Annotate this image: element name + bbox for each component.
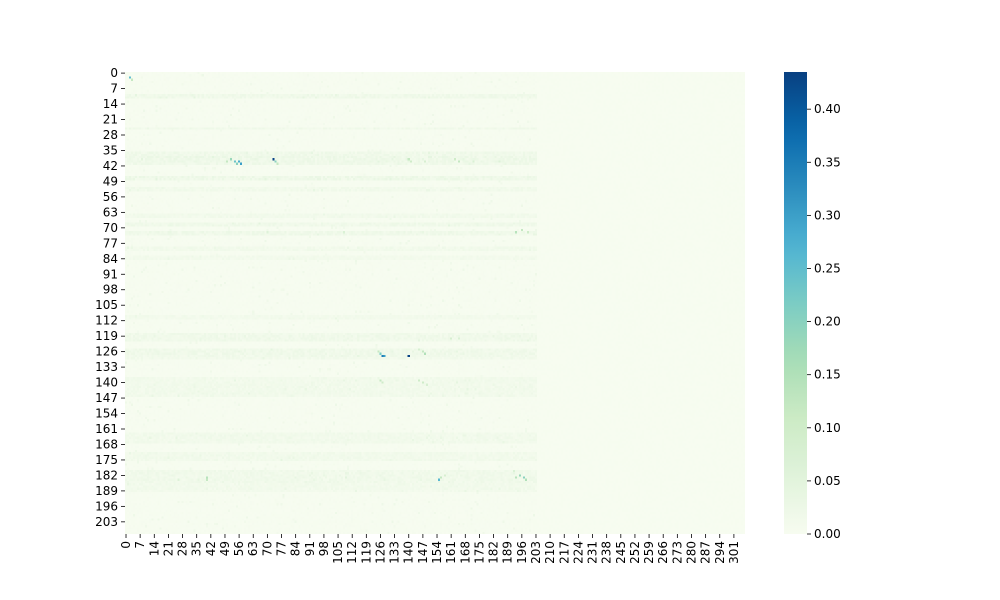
x-tick-label: 105 xyxy=(331,541,345,564)
y-tick-label: 182 xyxy=(95,468,118,482)
x-tick-label: 133 xyxy=(388,541,402,564)
y-tick-label: 203 xyxy=(95,515,118,529)
x-tick-label: 189 xyxy=(501,541,515,564)
y-tick-label: 147 xyxy=(95,391,118,405)
y-tick-label: 42 xyxy=(103,159,118,173)
y-tick-label: 28 xyxy=(103,128,118,142)
y-tick-label: 77 xyxy=(103,236,118,250)
y-tick-label: 112 xyxy=(95,314,118,328)
x-tick-label: 161 xyxy=(444,541,458,564)
y-tick-label: 56 xyxy=(103,190,118,204)
x-tick-label: 140 xyxy=(402,541,416,564)
y-tick-label: 35 xyxy=(103,143,118,157)
y-tick-label: 49 xyxy=(103,174,118,188)
y-tick-label: 161 xyxy=(95,422,118,436)
colorbar-tick-label: 0.30 xyxy=(814,208,841,222)
x-tick-label: 224 xyxy=(571,541,585,564)
x-tick-label: 301 xyxy=(727,541,741,564)
y-tick-label: 119 xyxy=(95,329,118,343)
x-tick-label: 231 xyxy=(586,541,600,564)
y-tick-label: 91 xyxy=(103,267,118,281)
x-tick-label: 112 xyxy=(345,541,359,564)
colorbar-tick-label: 0.00 xyxy=(814,527,841,541)
x-tick-label: 14 xyxy=(147,541,161,556)
x-tick-label: 98 xyxy=(317,541,331,556)
x-tick-label: 238 xyxy=(600,541,614,564)
x-tick-label: 273 xyxy=(670,541,684,564)
x-tick-label: 259 xyxy=(642,541,656,564)
y-tick-label: 168 xyxy=(95,437,118,451)
y-tick-label: 70 xyxy=(103,221,118,235)
colorbar-tick-label: 0.40 xyxy=(814,102,841,116)
y-tick-label: 105 xyxy=(95,298,118,312)
x-tick-label: 154 xyxy=(430,541,444,564)
x-tick-label: 7 xyxy=(133,541,147,549)
y-tick-label: 84 xyxy=(103,252,118,266)
heatmap-cells xyxy=(125,72,745,534)
x-tick-label: 217 xyxy=(557,541,571,564)
x-tick-label: 126 xyxy=(373,541,387,564)
y-tick-label: 0 xyxy=(110,66,118,80)
x-tick-label: 119 xyxy=(359,541,373,564)
x-tick-label: 56 xyxy=(232,541,246,556)
y-tick-label: 196 xyxy=(95,499,118,513)
x-tick-label: 63 xyxy=(246,541,260,556)
x-axis: 0 7 14 21 28 35 42 49 56 63 70 77 84 91 98 105 112 119 126… xyxy=(119,534,741,564)
x-tick-label: 266 xyxy=(656,541,670,564)
y-tick-label: 189 xyxy=(95,484,118,498)
colorbar-gradient xyxy=(784,72,807,534)
x-tick-label: 245 xyxy=(614,541,628,564)
x-tick-label: 84 xyxy=(289,541,303,556)
y-tick-label: 63 xyxy=(103,205,118,219)
heatmap-plot-area xyxy=(125,72,745,534)
y-tick-label: 133 xyxy=(95,360,118,374)
x-tick-label: 196 xyxy=(515,541,529,564)
colorbar-tick-label: 0.15 xyxy=(814,368,841,382)
x-tick-label: 182 xyxy=(487,541,501,564)
y-tick-label: 14 xyxy=(103,97,118,111)
y-tick-label: 126 xyxy=(95,345,118,359)
x-tick-label: 91 xyxy=(303,541,317,556)
y-tick-label: 140 xyxy=(95,376,118,390)
y-tick-label: 7 xyxy=(110,82,118,96)
x-tick-label: 49 xyxy=(218,541,232,556)
x-tick-label: 147 xyxy=(416,541,430,564)
colorbar-tick-label: 0.35 xyxy=(814,155,841,169)
x-tick-label: 35 xyxy=(190,541,204,556)
x-tick-label: 203 xyxy=(529,541,543,564)
x-tick-label: 28 xyxy=(176,541,190,556)
x-tick-label: 175 xyxy=(472,541,486,564)
x-tick-label: 77 xyxy=(275,541,289,556)
y-tick-label: 175 xyxy=(95,453,118,467)
colorbar: 0.00 0.05 0.10 0.15 0.20 0.25 0.30 0.35 0.40 xyxy=(784,72,841,541)
x-tick-label: 210 xyxy=(543,541,557,564)
x-tick-label: 294 xyxy=(713,541,727,564)
colorbar-tick-label: 0.10 xyxy=(814,421,841,435)
x-tick-label: 280 xyxy=(684,541,698,564)
x-tick-label: 168 xyxy=(458,541,472,564)
x-tick-label: 70 xyxy=(260,541,274,556)
x-tick-label: 0 xyxy=(119,541,133,549)
x-tick-label: 42 xyxy=(204,541,218,556)
y-tick-label: 21 xyxy=(103,113,118,127)
colorbar-tick-label: 0.25 xyxy=(814,261,841,275)
x-tick-label: 252 xyxy=(628,541,642,564)
x-tick-label: 21 xyxy=(161,541,175,556)
x-tick-label: 287 xyxy=(699,541,713,564)
colorbar-tick-label: 0.20 xyxy=(814,315,841,329)
colorbar-tick-label: 0.05 xyxy=(814,474,841,488)
y-tick-label: 98 xyxy=(103,283,118,297)
y-tick-label: 154 xyxy=(95,407,118,421)
